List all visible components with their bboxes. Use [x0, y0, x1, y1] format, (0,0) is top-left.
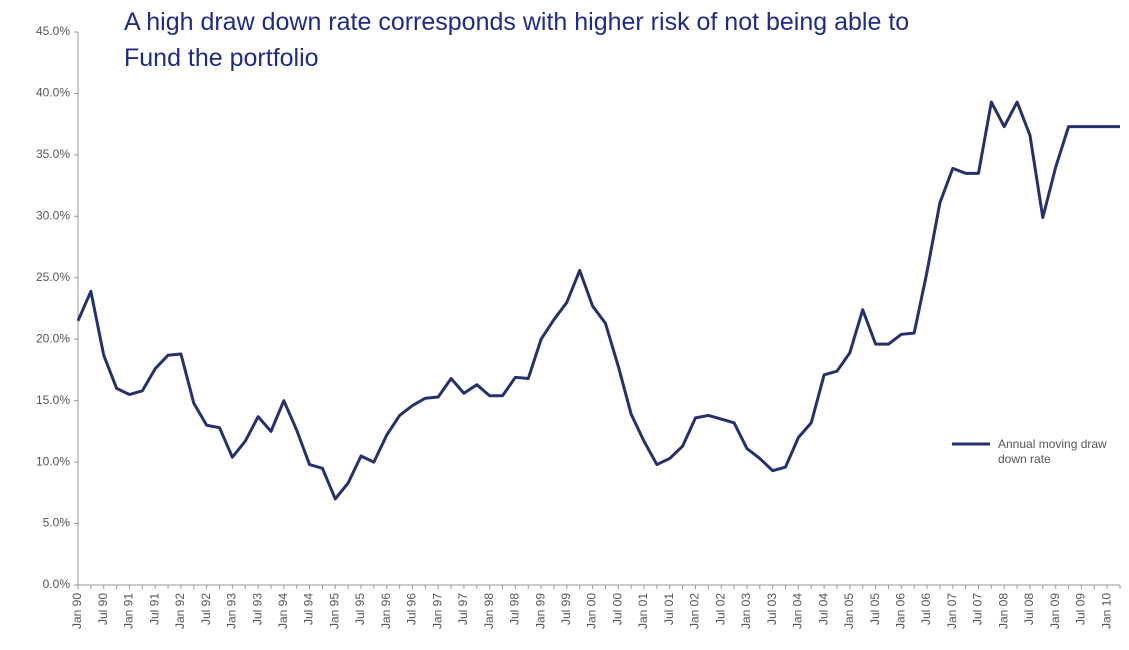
x-tick-label: Jul 04: [816, 593, 830, 625]
x-tick-label: Jan 94: [276, 593, 290, 629]
x-tick-label: Jul 96: [405, 593, 419, 625]
x-tick-label: Jan 06: [893, 593, 907, 629]
y-tick-label: 5.0%: [43, 516, 71, 530]
x-tick-label: Jan 00: [585, 593, 599, 629]
x-tick-label: Jul 00: [610, 593, 624, 625]
x-tick-label: Jul 07: [971, 593, 985, 625]
y-tick-label: 10.0%: [36, 454, 70, 468]
x-tick-label: Jan 10: [1099, 593, 1113, 629]
x-tick-label: Jan 07: [945, 593, 959, 629]
x-tick-label: Jul 02: [713, 593, 727, 625]
x-tick-label: Jul 09: [1074, 593, 1088, 625]
x-tick-label: Jul 98: [508, 593, 522, 625]
y-tick-label: 15.0%: [36, 393, 70, 407]
x-tick-label: Jan 97: [430, 593, 444, 629]
legend-label: Annual moving draw down rate: [998, 437, 1107, 466]
x-tick-label: Jan 04: [791, 593, 805, 629]
x-tick-label: Jan 03: [739, 593, 753, 629]
x-tick-label: Jul 90: [96, 593, 110, 625]
y-tick-label: 25.0%: [36, 270, 70, 284]
x-tick-label: Jan 93: [225, 593, 239, 629]
x-tick-label: Jul 95: [353, 593, 367, 625]
x-tick-label: Jul 05: [868, 593, 882, 625]
line-series: [76, 100, 1120, 501]
x-tick-label: Jul 91: [147, 593, 161, 625]
x-tick-label: Jan 96: [379, 593, 393, 629]
x-tick-label: Jul 94: [302, 593, 316, 625]
x-tick-label: Jul 08: [1022, 593, 1036, 625]
x-tick-label: Jan 05: [842, 593, 856, 629]
x-tick-label: Jan 01: [636, 593, 650, 629]
y-tick-label: 30.0%: [36, 209, 70, 223]
x-tick-label: Jul 99: [559, 593, 573, 625]
x-tick-label: Jul 01: [662, 593, 676, 625]
x-tick-label: Jan 95: [327, 593, 341, 629]
y-tick-label: 40.0%: [36, 86, 70, 100]
x-tick-label: Jan 91: [122, 593, 136, 629]
x-tick-label: Jan 90: [70, 593, 84, 629]
x-tick-label: Jul 93: [250, 593, 264, 625]
y-tick-label: 0.0%: [43, 577, 71, 591]
x-tick-label: Jan 09: [1048, 593, 1062, 629]
x-tick-label: Jan 98: [482, 593, 496, 629]
x-tick-label: Jan 08: [996, 593, 1010, 629]
x-tick-label: Jan 02: [688, 593, 702, 629]
y-tick-label: 35.0%: [36, 147, 70, 161]
x-tick-label: Jan 92: [173, 593, 187, 629]
chart-title: A high draw down rate corresponds with h…: [124, 8, 910, 72]
x-tick-label: Jan 99: [533, 593, 547, 629]
x-tick-label: Jul 97: [456, 593, 470, 625]
y-tick-label: 20.0%: [36, 331, 70, 345]
x-tick-label: Jul 92: [199, 593, 213, 625]
x-tick-label: Jul 06: [919, 593, 933, 625]
x-tick-label: Jul 03: [765, 593, 779, 625]
y-tick-label: 45.0%: [36, 24, 70, 38]
